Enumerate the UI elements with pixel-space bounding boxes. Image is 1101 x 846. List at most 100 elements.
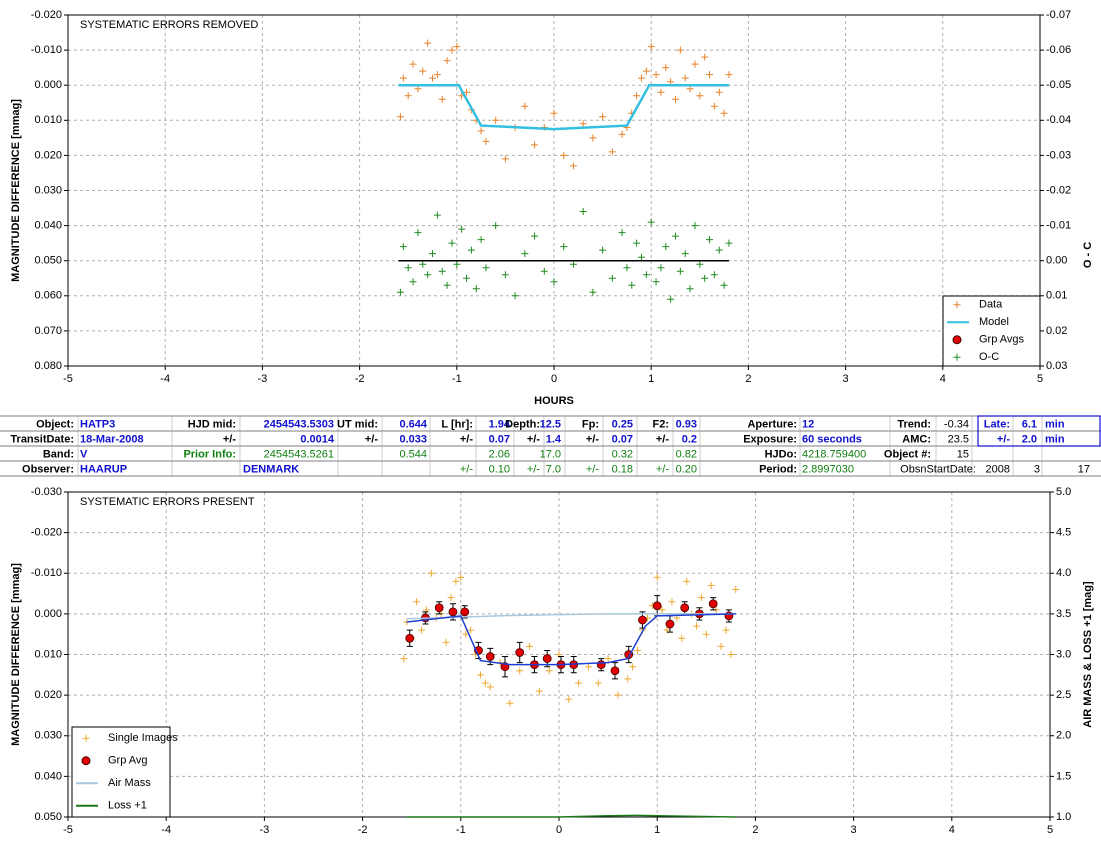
data-point [732,586,740,593]
table-cell: 1.94 [489,418,511,430]
table-cell: AMC: [902,433,931,445]
series-line [406,814,736,818]
data-point [599,113,607,121]
data-point [438,267,446,275]
data-point [506,699,514,707]
data-point [463,88,471,96]
table-cell: HJDo: [765,448,797,460]
y2-tick-label: -0.05 [1046,79,1071,91]
table-cell: 2008 [986,463,1010,475]
data-point [442,638,450,646]
y-tick-label: 0.060 [34,290,62,302]
plot-frame [67,14,1041,367]
data-point [717,642,725,650]
legend-label: Grp Avg [108,755,148,767]
data-point [429,74,436,82]
table-cell: Fp: [582,418,599,430]
y2-tick-label: -0.07 [1046,9,1071,21]
data-point [584,663,592,671]
table-cell: 23.5 [948,433,969,445]
data-point [657,264,665,272]
data-point [531,141,539,149]
group-average [708,599,718,609]
data-point [476,671,484,679]
data-point [589,134,597,142]
data-point [424,39,432,47]
y-tick-label: -0.020 [31,9,62,21]
legend-marker [953,301,961,309]
legend-label: Model [979,316,1009,328]
x-tick-label: 0 [551,373,557,385]
data-point [614,691,622,699]
data-point [486,683,494,691]
data-point [720,281,728,289]
y-tick-label: 0.020 [34,689,62,701]
data-point [692,622,700,630]
table-cell: 0.07 [489,433,510,445]
y-tick-label: 0.000 [34,79,62,91]
table-cell: +/- [527,433,540,445]
data-point [706,236,714,244]
y2-axis-title: O - C [1082,242,1094,268]
data-point [526,642,534,650]
data-point [521,250,529,258]
data-point [419,67,427,75]
table-cell: 18-Mar-2008 [80,433,144,445]
table-cell: 0.32 [612,448,633,460]
data-point [453,260,461,268]
data-point [608,148,616,156]
y2-tick-label: -0.06 [1046,44,1071,56]
group-average [652,601,662,611]
table-cell: 0.93 [676,418,697,430]
table-cell: Depth: [505,418,540,430]
table-cell: Exposure: [743,433,797,445]
data-point [599,246,607,254]
table-cell: 3 [1034,463,1040,475]
data-point [482,137,490,145]
data-point [696,260,704,268]
data-point [458,225,466,233]
data-point [516,667,524,675]
x-tick-label: 0 [556,824,562,836]
x-tick-label: 3 [843,373,849,385]
group-average [638,615,647,625]
y-tick-label: 0.040 [34,220,62,232]
x-tick-label: 1 [648,373,654,385]
group-average [460,607,470,617]
table-cell: -0.34 [944,418,969,430]
table-cell: 15 [957,448,969,460]
x-tick-label: 4 [949,824,955,836]
x-tick-label: -5 [63,824,73,836]
data-point [647,43,655,51]
data-point [414,229,422,237]
legend-label: Single Images [108,732,178,744]
data-point [535,687,543,695]
data-point [623,264,631,272]
table-cell: Object #: [884,448,931,460]
legend-box [71,726,171,818]
data-point [618,130,626,138]
data-point [443,281,451,289]
legend-box [942,295,1041,367]
data-point [467,626,475,634]
data-point [676,46,684,54]
data-point [457,573,465,581]
data-point [550,278,558,286]
y-tick-label: -0.010 [31,44,62,56]
data-point [642,271,650,279]
y-axis-title: MAGNITUDE DIFFERENCE [mmag] [10,563,22,746]
table-cell: 2454543.5303 [264,418,334,430]
y2-tick-label: 0.01 [1046,290,1067,302]
data-point [681,250,689,258]
data-point [427,569,435,577]
data-point [715,88,723,96]
data-point [477,127,485,135]
table-cell: 0.10 [489,463,510,475]
group-average [405,633,415,643]
table-cell: Observer: [22,463,74,475]
data-point [589,288,597,296]
y-tick-label: -0.030 [31,486,62,498]
data-point [707,581,715,589]
data-point [453,43,461,51]
y-tick-label: -0.010 [31,567,62,579]
